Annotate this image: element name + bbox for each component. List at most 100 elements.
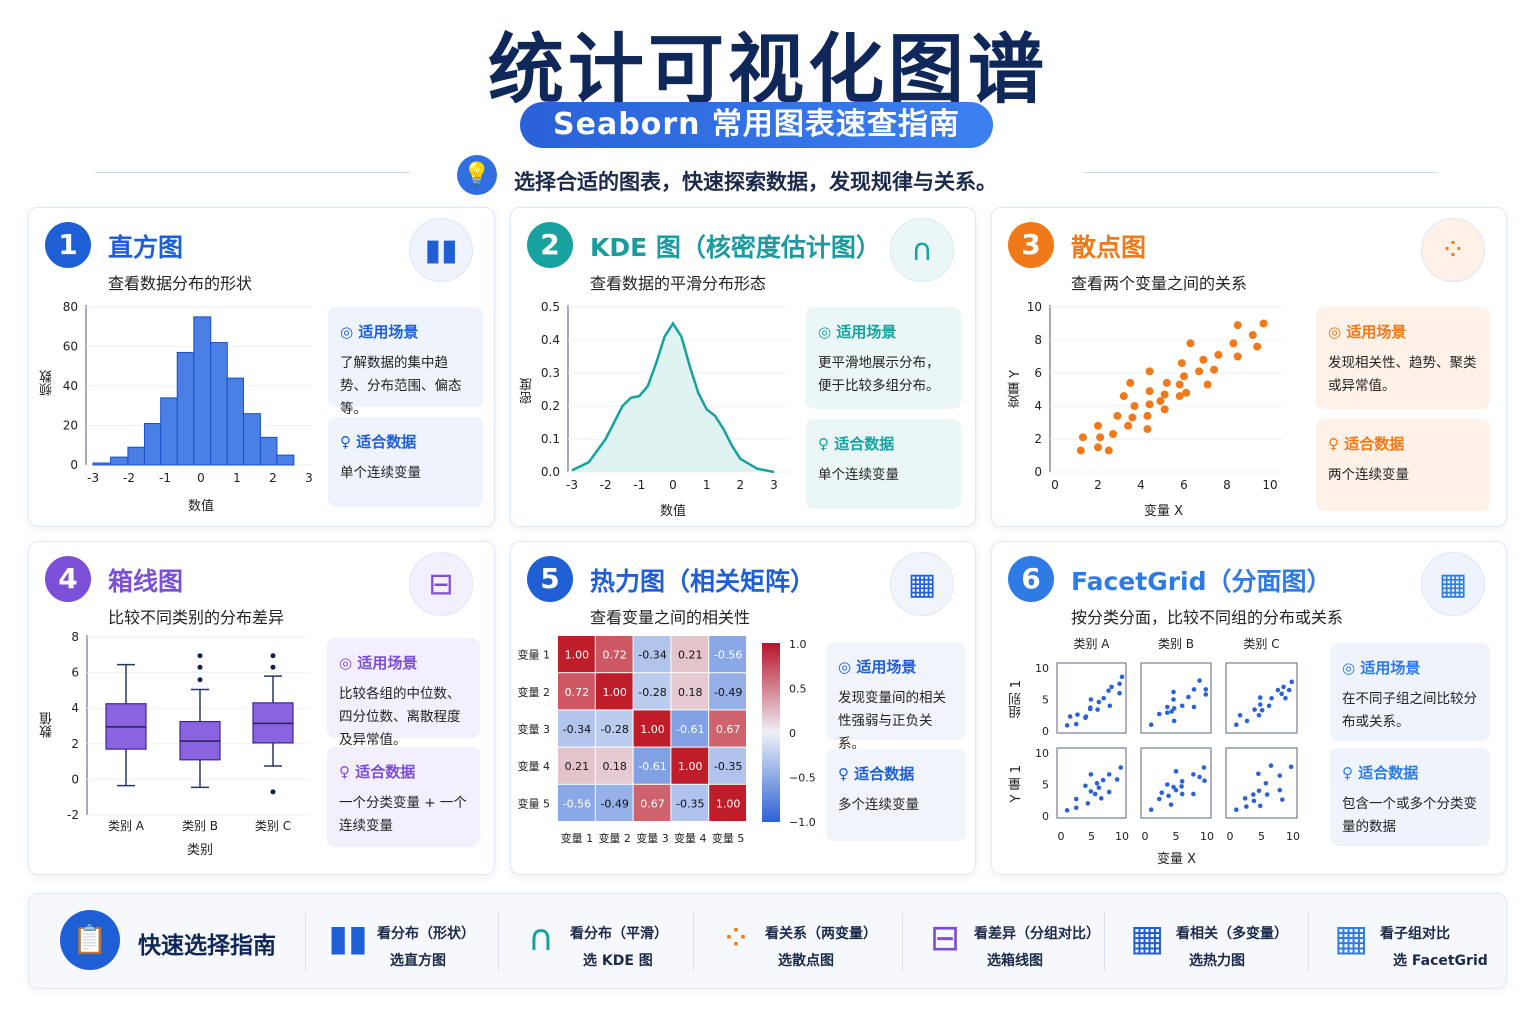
guide-title: 快速选择指南 [138, 933, 276, 959]
axis-label: 频数 [40, 370, 55, 396]
scene-text: 更平滑地展示分布，便于比较多组分布。 [818, 355, 940, 394]
guide-item-choice: 选 FacetGrid [1393, 953, 1488, 969]
lightbulb-icon: ♀ [838, 765, 849, 783]
divider [1308, 913, 1309, 971]
card-subtitle: 查看数据分布的形状 [108, 274, 253, 293]
target-icon: ◎ [1342, 659, 1356, 677]
axis-label: 类别 [187, 843, 214, 858]
data-text: 一个分类变量 + 一个连续变量 [339, 795, 467, 834]
guide-item-choice: 选散点图 [778, 953, 834, 969]
card-subtitle: 查看数据的平滑分布形态 [590, 274, 767, 293]
data-text: 多个连续变量 [838, 797, 919, 813]
guide-item-heading: 看分布（平滑） [570, 926, 668, 942]
data-label: 适合数据 [854, 765, 915, 783]
scene-box: ◎ 适用场景 更平滑地展示分布，便于比较多组分布。 [806, 307, 961, 409]
clipboard-icon: 📋 [60, 910, 120, 970]
divider [1104, 913, 1105, 971]
card-number: 4 [45, 556, 91, 602]
scene-text: 发现相关性、趋势、聚类或异常值。 [1328, 355, 1477, 394]
divider [498, 913, 499, 971]
guide-item-choice: 选箱线图 [987, 953, 1043, 969]
target-icon: ◎ [818, 323, 832, 341]
card-subtitle: 比较不同类别的分布差异 [108, 608, 285, 627]
scene-box: ◎ 适用场景 了解数据的集中趋势、分布范围、偏态等。 [328, 307, 483, 417]
data-text: 包含一个或多个分类变量的数据 [1342, 796, 1477, 835]
guide-item-heading: 看相关（多变量） [1176, 926, 1288, 942]
scene-text: 了解数据的集中趋势、分布范围、偏态等。 [340, 355, 462, 417]
data-box: ♀ 适合数据 多个连续变量 [826, 749, 966, 841]
guide-item-choice: 选 KDE 图 [583, 953, 653, 969]
lightbulb-icon: ♀ [1328, 435, 1339, 453]
axis-label: 数值 [188, 499, 215, 514]
bar-chart-icon: ▮▮ [328, 918, 368, 959]
data-label: 适合数据 [834, 435, 895, 453]
scene-label: 适用场景 [856, 658, 917, 676]
divider [1085, 172, 1437, 173]
card-number: 6 [1008, 556, 1054, 602]
axis-label: 数值 [40, 712, 55, 738]
axis-label: 密度 [520, 378, 535, 404]
scene-text: 在不同子组之间比较分布或关系。 [1342, 691, 1477, 730]
target-icon: ◎ [838, 658, 852, 676]
axis-label: 变量 X [1144, 504, 1184, 519]
scatter-icon: ⁘ [720, 918, 752, 959]
card-number: 2 [527, 222, 573, 268]
bell-curve-icon: ∩ [527, 918, 555, 959]
scene-text: 发现变量间的相关性强弱与正负关系。 [838, 690, 946, 752]
axis-label: 变量 X [1157, 852, 1197, 867]
scene-text: 比较各组的中位数、四分位数、离散程度及异常值。 [339, 686, 461, 748]
card-number: 5 [527, 556, 573, 602]
tagline: 选择合适的图表，快速探索数据，发现规律与关系。 [514, 170, 997, 194]
card-title: 散点图 [1071, 233, 1147, 262]
subtitle-pill: Seaborn 常用图表速查指南 [520, 102, 993, 148]
data-box: ♀ 适合数据 单个连续变量 [806, 419, 961, 509]
scene-box: ◎ 适用场景 比较各组的中位数、四分位数、离散程度及异常值。 [327, 638, 480, 748]
quick-guide-bar [28, 893, 1507, 989]
data-text: 单个连续变量 [340, 465, 421, 481]
data-label: 适合数据 [356, 433, 417, 451]
guide-item-choice: 选热力图 [1189, 953, 1245, 969]
grid-icon: ▦ [890, 552, 954, 616]
target-icon: ◎ [340, 323, 354, 341]
guide-item-heading: 看子组对比 [1380, 926, 1450, 942]
bell-curve-icon: ∩ [890, 218, 954, 282]
axis-label: 变量 Y [1008, 370, 1023, 409]
axis-label: Y 量 1 [1009, 765, 1024, 803]
lightbulb-icon: ♀ [339, 763, 350, 781]
guide-item-heading: 看差异（分组对比） [974, 926, 1100, 942]
data-box: ♀ 适合数据 单个连续变量 [328, 417, 483, 507]
guide-item-heading: 看分布（形状） [377, 926, 475, 942]
target-icon: ◎ [1328, 323, 1342, 341]
card-number: 3 [1008, 222, 1054, 268]
boxplot-icon: ⊟ [929, 918, 961, 959]
card-title: 热力图（相关矩阵） [590, 567, 816, 596]
card-number: 1 [45, 222, 91, 268]
divider [95, 172, 410, 173]
card-title: KDE 图（核密度估计图） [590, 233, 881, 262]
page-title: 统计可视化图谱 [488, 25, 1048, 114]
card-subtitle: 按分类分面，比较不同组的分布或关系 [1071, 608, 1344, 627]
lightbulb-icon: ♀ [1342, 764, 1353, 782]
axis-label: 数值 [660, 504, 687, 519]
data-label: 适合数据 [355, 763, 416, 781]
card-subtitle: 查看变量之间的相关性 [590, 608, 751, 627]
boxplot-icon: ⊟ [409, 552, 473, 616]
data-label: 适合数据 [1358, 764, 1419, 782]
data-box: ♀ 适合数据 包含一个或多个分类变量的数据 [1330, 748, 1490, 846]
facet-grid-icon: ▦ [1333, 918, 1368, 959]
data-box: ♀ 适合数据 一个分类变量 + 一个连续变量 [327, 747, 480, 847]
lightbulb-icon: 💡 [457, 155, 497, 195]
guide-item-heading: 看关系（两变量） [765, 926, 877, 942]
lightbulb-icon: ♀ [340, 433, 351, 451]
divider [305, 913, 306, 971]
facet-grid-icon: ▦ [1421, 552, 1485, 616]
card-title: 箱线图 [108, 567, 184, 596]
bar-chart-icon: ▮▮ [409, 218, 473, 282]
scene-box: ◎ 适用场景 发现相关性、趋势、聚类或异常值。 [1316, 307, 1490, 409]
card-title: FacetGrid（分面图） [1071, 567, 1332, 596]
data-text: 单个连续变量 [818, 467, 899, 483]
data-label: 适合数据 [1344, 435, 1405, 453]
lightbulb-icon: ♀ [818, 435, 829, 453]
grid-icon: ▦ [1129, 918, 1164, 959]
scene-box: ◎ 适用场景 在不同子组之间比较分布或关系。 [1330, 643, 1490, 741]
